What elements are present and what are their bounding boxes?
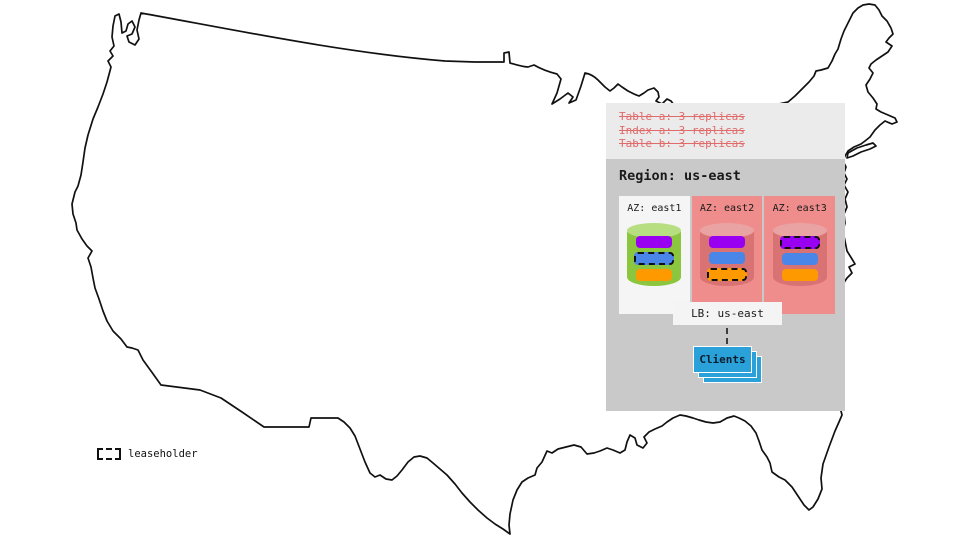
replica-bar-orange xyxy=(636,269,673,281)
cylinder-top-ellipse xyxy=(700,223,754,238)
replica-bars xyxy=(773,236,827,281)
az-label-east3: AZ: east3 xyxy=(772,203,827,214)
az-box-east1: AZ: east1 xyxy=(619,196,690,314)
replica-bar-purple-leaseholder xyxy=(779,236,820,249)
zone-config-line: Table b: 3 replicas xyxy=(619,137,745,150)
az-box-east3: AZ: east3 xyxy=(764,196,836,314)
database-cylinder-icon xyxy=(772,223,827,286)
replica-bar-blue xyxy=(709,252,745,264)
az-box-east2: AZ: east2 xyxy=(691,196,763,314)
az-label-east1: AZ: east1 xyxy=(627,203,682,214)
replica-bar-orange-leaseholder xyxy=(707,268,747,281)
database-cylinder-icon xyxy=(627,223,682,286)
cylinder-top-ellipse xyxy=(772,223,827,238)
replica-bars xyxy=(627,236,681,281)
replica-bars xyxy=(700,236,754,281)
lb-clients-dashed-connector xyxy=(726,328,728,344)
leaseholder-swatch-icon xyxy=(97,448,121,460)
clients-stack: Clients xyxy=(693,346,763,386)
legend-label: leaseholder xyxy=(128,448,198,460)
long-island-path xyxy=(846,142,877,159)
region-title: Region: us-east xyxy=(619,168,741,184)
replica-bar-purple xyxy=(636,236,673,248)
region-diagram-panel: Table a: 3 replicas Index a: 3 replicas … xyxy=(606,103,845,411)
database-cylinder-icon xyxy=(700,223,754,286)
replica-bar-purple xyxy=(709,236,745,248)
zone-config-line: Table a: 3 replicas xyxy=(619,110,745,123)
load-balancer-box: LB: us-east xyxy=(673,302,782,325)
replica-bar-orange xyxy=(781,269,818,281)
clients-box: Clients xyxy=(693,346,752,373)
az-label-east2: AZ: east2 xyxy=(699,203,755,214)
replica-bar-blue-leaseholder xyxy=(634,252,675,265)
legend: leaseholder xyxy=(97,448,198,460)
zone-config-overlay: Table a: 3 replicas Index a: 3 replicas … xyxy=(606,103,845,159)
cylinder-top-ellipse xyxy=(627,223,682,238)
az-row: AZ: east1 AZ: east2 xyxy=(619,196,836,314)
replica-bar-blue xyxy=(781,253,818,265)
zone-config-line: Index a: 3 replicas xyxy=(619,123,745,137)
